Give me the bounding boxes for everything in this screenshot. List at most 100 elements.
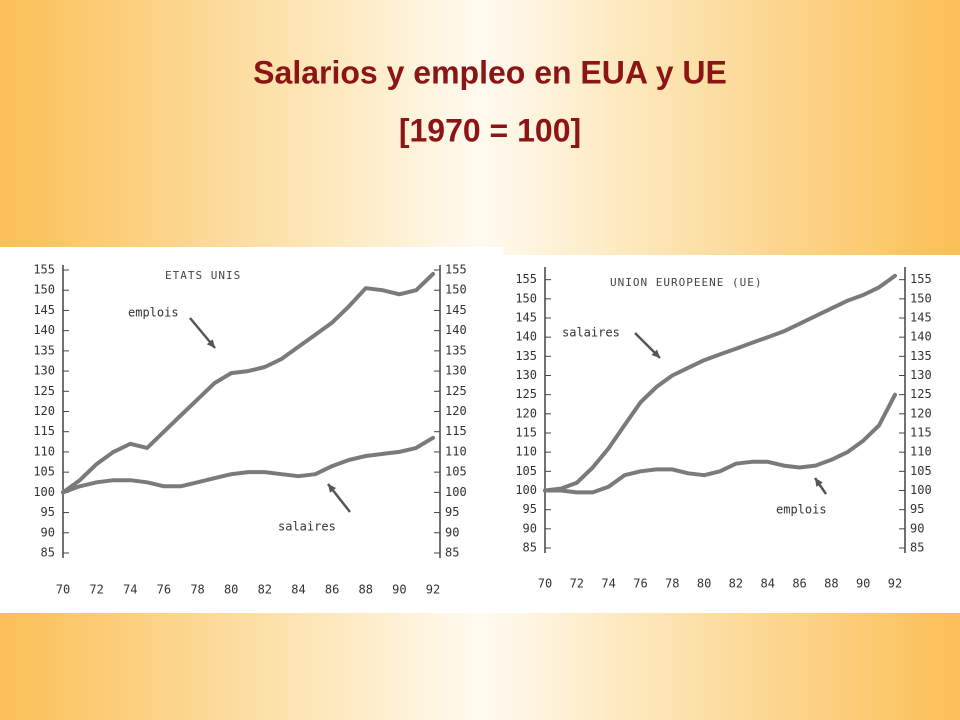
y-tick-label: 110 — [33, 444, 55, 458]
x-tick-label: 74 — [601, 577, 615, 591]
x-tick-label: 84 — [761, 577, 775, 591]
y2-tick-label: 120 — [445, 404, 467, 418]
y-tick-label: 100 — [33, 485, 55, 499]
x-tick-label: 92 — [888, 577, 902, 591]
y2-tick-label: 135 — [445, 343, 467, 357]
x-tick-label: 76 — [157, 583, 171, 597]
x-tick-label: 82 — [258, 583, 272, 597]
y-tick-label: 125 — [515, 387, 537, 401]
x-tick-label: 80 — [224, 583, 238, 597]
y2-tick-label: 105 — [445, 465, 467, 479]
series-label: salaires — [278, 520, 336, 534]
x-tick-label: 80 — [697, 577, 711, 591]
y-tick-label: 85 — [41, 546, 55, 560]
y-tick-label: 90 — [523, 521, 537, 535]
x-tick-label: 86 — [792, 577, 806, 591]
y2-tick-label: 145 — [910, 311, 932, 325]
y2-tick-label: 135 — [910, 349, 932, 363]
slide-title: Salarios y empleo en EUA y UE — [253, 54, 727, 90]
y-tick-label: 140 — [33, 323, 55, 337]
x-tick-label: 88 — [359, 583, 373, 597]
y2-tick-label: 130 — [910, 368, 932, 382]
arrow-head — [651, 349, 660, 358]
y2-tick-label: 100 — [445, 485, 467, 499]
x-tick-label: 76 — [633, 577, 647, 591]
y-tick-label: 135 — [33, 343, 55, 357]
x-tick-label: 84 — [291, 583, 305, 597]
y2-tick-label: 85 — [445, 546, 459, 560]
x-tick-label: 88 — [824, 577, 838, 591]
x-tick-label: 70 — [56, 583, 70, 597]
y2-tick-label: 120 — [910, 406, 932, 420]
x-tick-label: 78 — [665, 577, 679, 591]
slide-subtitle: [1970 = 100] — [399, 112, 581, 148]
y-tick-label: 100 — [515, 483, 537, 497]
y-tick-label: 105 — [515, 464, 537, 478]
x-tick-label: 92 — [426, 583, 440, 597]
y-tick-label: 145 — [515, 311, 537, 325]
y2-tick-label: 90 — [910, 521, 924, 535]
line-series — [61, 272, 435, 495]
y2-tick-label: 155 — [445, 263, 467, 277]
y2-tick-label: 130 — [445, 364, 467, 378]
y-tick-label: 140 — [515, 330, 537, 344]
y-tick-label: 120 — [515, 406, 537, 420]
y2-tick-label: 95 — [910, 502, 924, 516]
line-series — [543, 273, 897, 493]
y2-tick-label: 125 — [910, 387, 932, 401]
y-tick-label: 95 — [523, 502, 537, 516]
y2-tick-label: 105 — [910, 464, 932, 478]
x-tick-label: 78 — [190, 583, 204, 597]
y2-tick-label: 145 — [445, 303, 467, 317]
y2-tick-label: 125 — [445, 384, 467, 398]
panel — [0, 247, 503, 613]
y-tick-label: 155 — [33, 263, 55, 277]
y-tick-label: 120 — [33, 404, 55, 418]
y2-tick-label: 155 — [910, 272, 932, 286]
y-tick-label: 115 — [515, 426, 537, 440]
y-tick-label: 110 — [515, 445, 537, 459]
arrow-head — [815, 478, 823, 487]
series-label: salaires — [562, 326, 620, 340]
y-tick-label: 130 — [33, 364, 55, 378]
x-tick-label: 90 — [856, 577, 870, 591]
y-tick-label: 145 — [33, 303, 55, 317]
series-label: emplois — [776, 503, 827, 517]
x-tick-label: 82 — [729, 577, 743, 591]
x-tick-label: 74 — [123, 583, 137, 597]
x-tick-label: 70 — [538, 577, 552, 591]
y-tick-label: 150 — [515, 291, 537, 305]
y-tick-label: 135 — [515, 349, 537, 363]
y-tick-label: 85 — [523, 541, 537, 555]
x-tick-label: 72 — [570, 577, 584, 591]
y2-tick-label: 140 — [445, 323, 467, 337]
series-label: emplois — [128, 306, 179, 320]
y-tick-label: 95 — [41, 505, 55, 519]
y2-tick-label: 110 — [445, 444, 467, 458]
y-tick-label: 130 — [515, 368, 537, 382]
y-tick-label: 105 — [33, 465, 55, 479]
y2-tick-label: 150 — [445, 283, 467, 297]
panel — [503, 255, 960, 613]
line-series — [61, 435, 435, 495]
y-tick-label: 150 — [33, 283, 55, 297]
arrow-head — [206, 339, 215, 348]
arrow-head — [328, 484, 337, 493]
line-series — [543, 392, 897, 495]
y2-tick-label: 85 — [910, 541, 924, 555]
y2-tick-label: 100 — [910, 483, 932, 497]
y2-tick-label: 110 — [910, 445, 932, 459]
chart-title: UNION EUROPEENE (UE) — [610, 276, 762, 289]
y-tick-label: 155 — [515, 272, 537, 286]
y2-tick-label: 90 — [445, 525, 459, 539]
x-tick-label: 90 — [392, 583, 406, 597]
x-tick-label: 72 — [89, 583, 103, 597]
y-tick-label: 115 — [33, 424, 55, 438]
y2-tick-label: 115 — [445, 424, 467, 438]
y2-tick-label: 150 — [910, 291, 932, 305]
y2-tick-label: 140 — [910, 330, 932, 344]
chart-title: ETATS UNIS — [165, 269, 241, 282]
y-tick-label: 125 — [33, 384, 55, 398]
